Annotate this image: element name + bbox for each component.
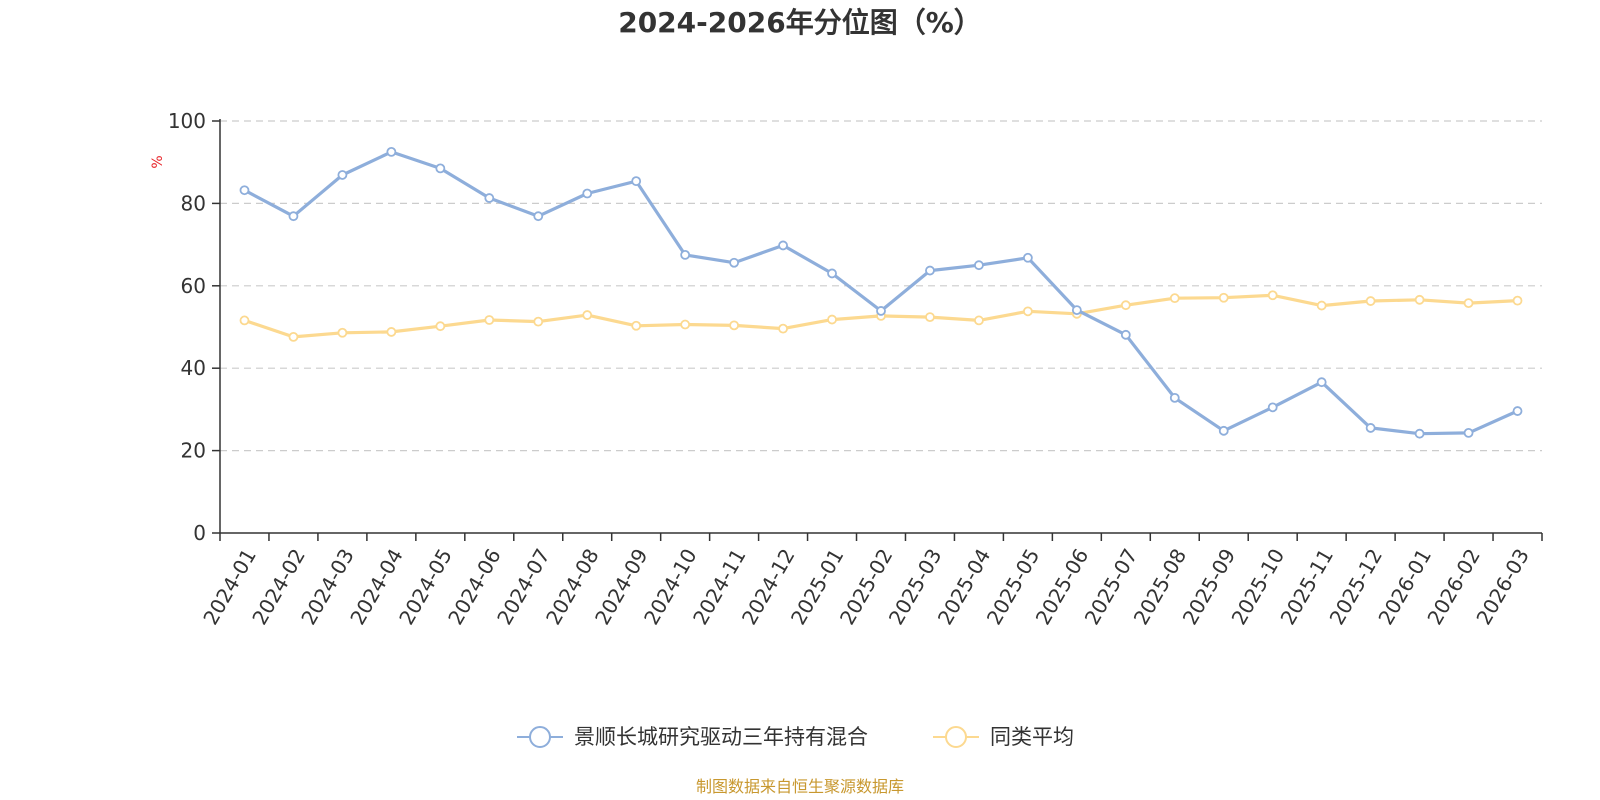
data-point-series-1-2026-01 (1414, 428, 1425, 439)
legend-item-series-1[interactable]: 景顺长城研究驱动三年持有混合 (517, 725, 868, 749)
legend[interactable]: 景顺长城研究驱动三年持有混合 同类平均 (517, 725, 1074, 749)
data-point-series-2-2025-01 (827, 314, 837, 325)
data-point-series-2-2025-07 (1120, 300, 1131, 311)
data-point-series-2-2026-02 (1463, 298, 1474, 309)
series-layer (239, 146, 1523, 439)
data-point-series-2-2024-08 (582, 310, 593, 320)
data-point-series-2-2025-10 (1267, 290, 1278, 301)
data-point-series-1-2025-03 (925, 265, 935, 276)
data-point-series-1-2024-02 (288, 211, 299, 222)
data-point-series-2-2024-05 (435, 321, 446, 332)
series-line-1 (242, 150, 1520, 436)
data-point-series-2-2024-07 (533, 316, 544, 327)
data-point-series-1-2025-06 (1071, 305, 1082, 316)
y-tick-label-0: 0 (193, 521, 206, 545)
data-point-series-2-2024-11 (729, 320, 740, 331)
data-point-series-2-2025-04 (974, 315, 984, 326)
data-point-series-1-2025-05 (1022, 252, 1033, 263)
data-point-series-2-2024-03 (337, 327, 348, 338)
data-point-series-2-2024-01 (239, 315, 250, 326)
data-point-series-2-2024-04 (386, 327, 397, 337)
y-tick-label-100: 100 (168, 109, 206, 133)
legend-marker-series-2 (945, 726, 967, 748)
data-point-series-1-2024-05 (435, 163, 446, 174)
data-point-series-2-2024-06 (484, 315, 495, 325)
y-tick-label-80: 80 (181, 191, 206, 215)
data-point-series-2-2025-03 (925, 312, 935, 323)
data-point-series-1-2025-08 (1169, 392, 1180, 403)
data-point-series-1-2024-01 (239, 185, 250, 196)
data-point-series-1-2024-06 (484, 193, 495, 203)
data-point-series-1-2025-04 (974, 260, 984, 271)
legend-marker-series-1 (529, 726, 551, 748)
data-point-series-1-2024-12 (778, 240, 788, 251)
data-point-series-2-2025-05 (1022, 306, 1033, 317)
series-2 (239, 290, 1523, 342)
data-point-series-1-2024-04 (386, 146, 397, 157)
data-point-series-1-2024-09 (631, 176, 642, 187)
data-point-series-1-2025-07 (1120, 329, 1131, 340)
data-point-series-1-2026-03 (1512, 406, 1523, 416)
y-tick-label-40: 40 (181, 356, 206, 380)
data-point-series-2-2024-09 (631, 320, 642, 331)
data-point-series-1-2024-11 (729, 257, 740, 268)
axes: 0204060801002024-012024-022024-032024-04… (168, 109, 1543, 629)
data-point-series-1-2024-07 (533, 211, 544, 222)
data-point-series-1-2025-11 (1316, 377, 1327, 388)
gridlines (220, 120, 1542, 452)
data-point-series-1-2025-12 (1365, 423, 1376, 433)
y-axis-unit-label: % (150, 155, 166, 168)
data-point-series-1-2025-02 (876, 306, 886, 316)
data-point-series-2-2024-12 (778, 323, 788, 334)
chart-title: 2024-2026年分位图（%） (618, 6, 982, 39)
data-point-series-1-2026-02 (1463, 427, 1474, 438)
legend-item-series-2[interactable]: 同类平均 (933, 725, 1074, 749)
y-tick-label-60: 60 (181, 274, 206, 298)
series-1 (239, 146, 1523, 439)
data-point-series-1-2025-09 (1218, 425, 1229, 436)
legend-label-series-1: 景顺长城研究驱动三年持有混合 (574, 725, 868, 749)
data-point-series-2-2024-10 (680, 319, 691, 330)
data-point-series-2-2025-11 (1316, 300, 1327, 311)
data-point-series-1-2024-03 (337, 170, 348, 180)
legend-label-series-2: 同类平均 (990, 725, 1074, 749)
data-point-series-2-2025-12 (1365, 296, 1376, 306)
data-point-series-2-2025-09 (1218, 292, 1229, 303)
data-point-series-2-2026-01 (1414, 294, 1425, 305)
data-point-series-1-2024-10 (680, 249, 691, 260)
data-point-series-2-2024-02 (288, 331, 299, 342)
y-tick-label-20: 20 (181, 439, 206, 463)
data-point-series-2-2026-03 (1512, 295, 1523, 306)
data-point-series-1-2025-10 (1267, 402, 1278, 413)
data-point-series-1-2024-08 (582, 188, 593, 199)
data-point-series-2-2025-08 (1169, 293, 1180, 304)
data-point-series-1-2025-01 (827, 268, 837, 279)
source-note: 制图数据来自恒生聚源数据库 (696, 777, 904, 796)
